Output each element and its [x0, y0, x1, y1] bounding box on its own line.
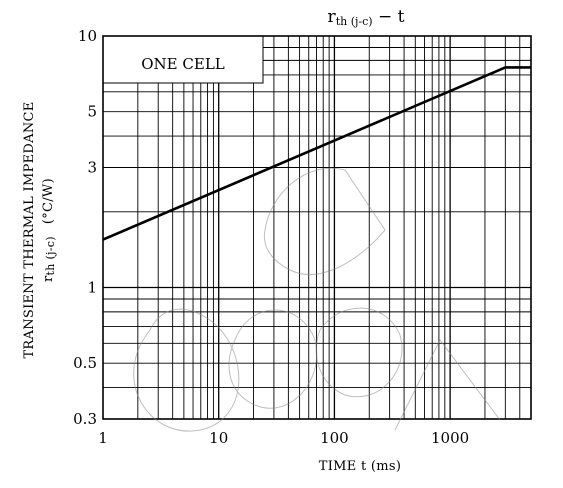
x-tick-label: 100: [320, 429, 349, 447]
plot-frame: [102, 35, 532, 420]
chart-title: rth (j-c) − t: [328, 7, 405, 28]
title-symbol: r: [328, 7, 337, 27]
one-cell-annotation: ONE CELL: [102, 35, 264, 84]
x-tick-label: 1: [98, 429, 108, 447]
y-tick-label: 0.5: [73, 354, 97, 372]
obsolete-watermark: [133, 167, 501, 432]
y-axis-label-line2: rth (j-c) (°C/W): [41, 178, 57, 282]
y-tick-label: 10: [78, 27, 97, 45]
x-tick-label: 10: [209, 429, 228, 447]
y-label-unit: (°C/W): [41, 178, 56, 224]
annotation-box: [102, 35, 264, 84]
y-tick-label: 1: [87, 278, 97, 296]
impedance-curve: [102, 66, 531, 241]
y-axis-label-line1: TRANSIENT THERMAL IMPEDANCE: [22, 101, 37, 358]
title-suffix: − t: [373, 7, 405, 27]
y-label-subscript: th (j-c): [44, 236, 57, 275]
annotation-label: ONE CELL: [141, 55, 225, 73]
y-label-symbol: r: [41, 275, 56, 282]
y-tick-label: 3: [87, 159, 97, 177]
y-tick-label: 5: [87, 103, 97, 121]
title-subscript: th (j-c): [336, 15, 373, 28]
x-tick-labels: 1 10 100 1000: [98, 429, 469, 447]
x-axis-label: TIME t (ms): [319, 459, 402, 474]
y-tick-labels: 0.3 0.5 1 3 5 10: [73, 27, 97, 428]
y-tick-label: 0.3: [73, 410, 97, 428]
grid-lines: [102, 35, 532, 420]
x-tick-label: 1000: [431, 429, 469, 447]
series-layer: [102, 66, 531, 241]
